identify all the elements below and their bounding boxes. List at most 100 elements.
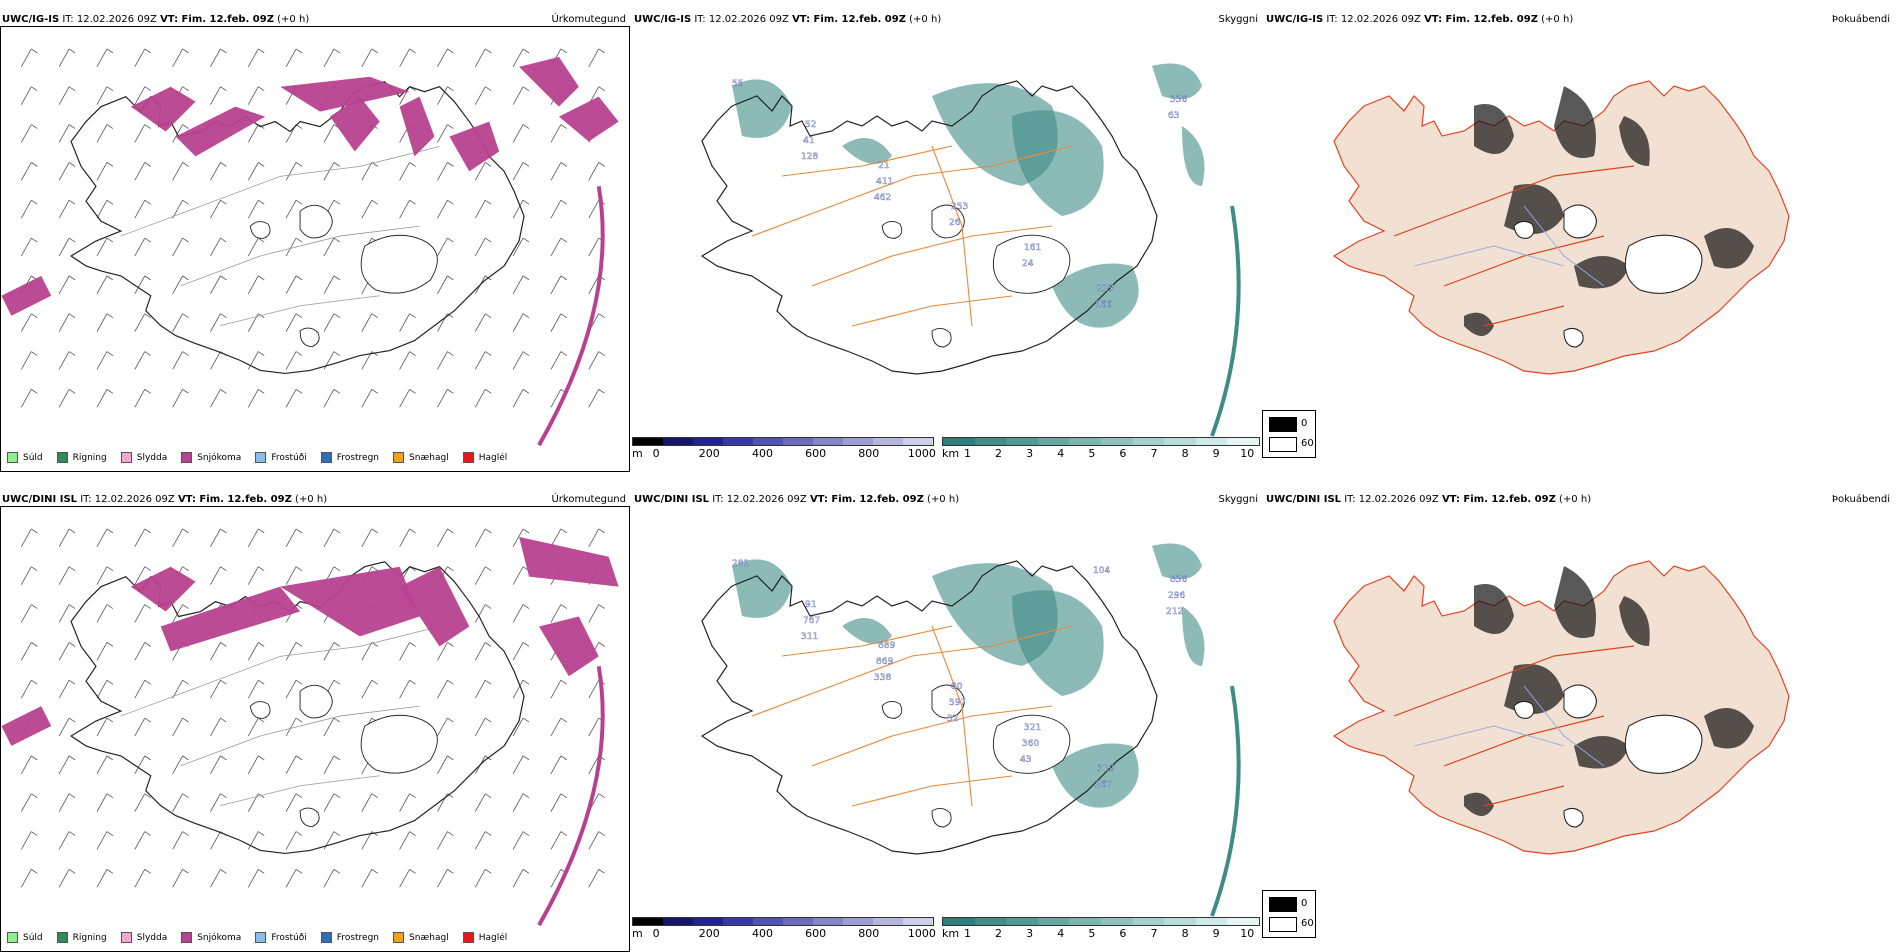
glacier-outline: [299, 204, 333, 239]
wind-barb: [323, 755, 341, 774]
wind-barb: [134, 162, 151, 181]
legend-item: Snæhagl: [393, 452, 449, 463]
wind-barb: [210, 566, 227, 585]
wind-barb: [550, 275, 568, 294]
wind-barb: [437, 199, 454, 219]
iceland-fog-map: [1332, 560, 1790, 855]
ceiling-value-label: 869: [876, 657, 893, 667]
wind-barb: [58, 642, 76, 661]
wind-barb: [588, 389, 605, 408]
iceland-coastline: [1332, 560, 1790, 855]
wind-barb: [247, 642, 265, 661]
wind-barb: [550, 199, 568, 219]
snow-area: [1, 275, 52, 316]
ceiling-value-label: 161: [1024, 243, 1041, 253]
wind-barb: [437, 275, 454, 294]
wind-barb: [474, 831, 492, 850]
wind-barb: [58, 124, 76, 143]
low-visibility-area: [652, 726, 692, 746]
wind-barb: [474, 162, 492, 181]
glacier-outline: [1563, 684, 1597, 719]
wind-barb: [512, 86, 530, 105]
wind-barb: [285, 755, 303, 774]
ceiling-value-label: 21: [878, 161, 889, 171]
wind-barb: [512, 275, 530, 294]
legend-swatch: [181, 452, 193, 463]
wind-barb: [512, 351, 530, 370]
low-visibility-area: [1052, 743, 1139, 808]
ceiling-value-label: 281: [732, 559, 749, 569]
legend-label: Slydda: [136, 452, 168, 463]
wind-barb: [512, 162, 530, 181]
fog-map: [1264, 26, 1894, 472]
wind-barb: [20, 831, 38, 850]
legend-label: Haglél: [478, 452, 508, 463]
wind-barb: [399, 831, 416, 850]
fog-high-swatch: [1269, 897, 1297, 912]
wind-barb: [588, 604, 605, 623]
low-visibility-area: [842, 618, 892, 644]
snow-area: [538, 616, 599, 677]
low-visibility-area: [1152, 543, 1202, 580]
fog-dense-area: [1464, 312, 1494, 336]
wind-barb: [437, 793, 454, 812]
wind-barb: [20, 351, 38, 370]
low-visibility-area: [1152, 63, 1202, 100]
wind-barb: [323, 389, 341, 408]
wind-barb: [323, 275, 341, 294]
low-visibility-area: [1052, 263, 1139, 328]
wind-barb: [437, 869, 454, 888]
legend-label: Súld: [23, 932, 43, 943]
wind-barb: [96, 389, 114, 408]
wind-barb: [58, 831, 76, 850]
wind-barb: [474, 528, 492, 548]
legend-swatch: [7, 452, 18, 463]
legend-swatch: [255, 932, 267, 943]
wind-barb: [20, 755, 38, 774]
low-visibility-area: [1182, 606, 1205, 666]
wind-barb: [437, 528, 454, 548]
glacier-outline: [1563, 807, 1584, 828]
precip-panel-top: UWC/IG-IS IT: 12.02.2026 09Z VT: Fim. 12…: [0, 12, 630, 472]
wind-barb: [323, 124, 341, 143]
ceiling-value-label: 52: [805, 120, 816, 130]
wind-barb: [172, 351, 189, 370]
fog-index-legend: 0 60: [1262, 410, 1316, 458]
colorbar-tick: 0: [652, 927, 660, 940]
ceiling-value-label: 212: [1166, 607, 1183, 617]
fog-low-label: 60: [1301, 918, 1314, 929]
wind-barb: [285, 642, 303, 661]
wind-barb: [210, 237, 227, 257]
ceiling-value-label: 80: [951, 682, 963, 692]
colorbar-tick: 4: [1057, 927, 1065, 940]
cloud-map: 281 91 889 80 321 319 836 767 869 597 360 267 296 311…: [632, 506, 1262, 952]
wind-barb: [210, 162, 227, 181]
wind-barb: [588, 351, 605, 370]
colorbar-tick: 10: [1240, 447, 1255, 460]
wind-barb: [134, 642, 151, 661]
wind-barb: [58, 793, 76, 812]
wind-barb: [96, 199, 114, 219]
legend-label: Súld: [23, 452, 43, 463]
colorbar-strip: [942, 437, 1260, 446]
colorbar-tick: 400: [751, 447, 773, 460]
snow-area: [160, 586, 301, 652]
panel-header: UWC/IG-IS IT: 12.02.2026 09Z VT: Fim. 12…: [634, 14, 942, 25]
wind-barb: [285, 313, 303, 332]
panel-type-label: Úrkomutegund: [551, 494, 626, 505]
ceiling-value-label: 338: [874, 673, 891, 683]
wind-barb: [96, 124, 114, 143]
snow-area: [329, 96, 380, 152]
legend-item: Snjókoma: [181, 452, 241, 463]
road-network: [751, 625, 1073, 807]
low-visibility-area: [1182, 126, 1205, 186]
wind-barb: [512, 604, 530, 623]
wind-barb: [361, 48, 378, 68]
wind-barb: [20, 566, 38, 585]
wind-barb: [323, 162, 341, 181]
wind-barb: [58, 351, 76, 370]
wind-barb: [399, 679, 416, 699]
colorbar-tick: 1: [963, 447, 971, 460]
fog-panel-top: UWC/IG-IS IT: 12.02.2026 09Z VT: Fim. 12…: [1264, 12, 1894, 472]
wind-barb: [247, 199, 265, 219]
